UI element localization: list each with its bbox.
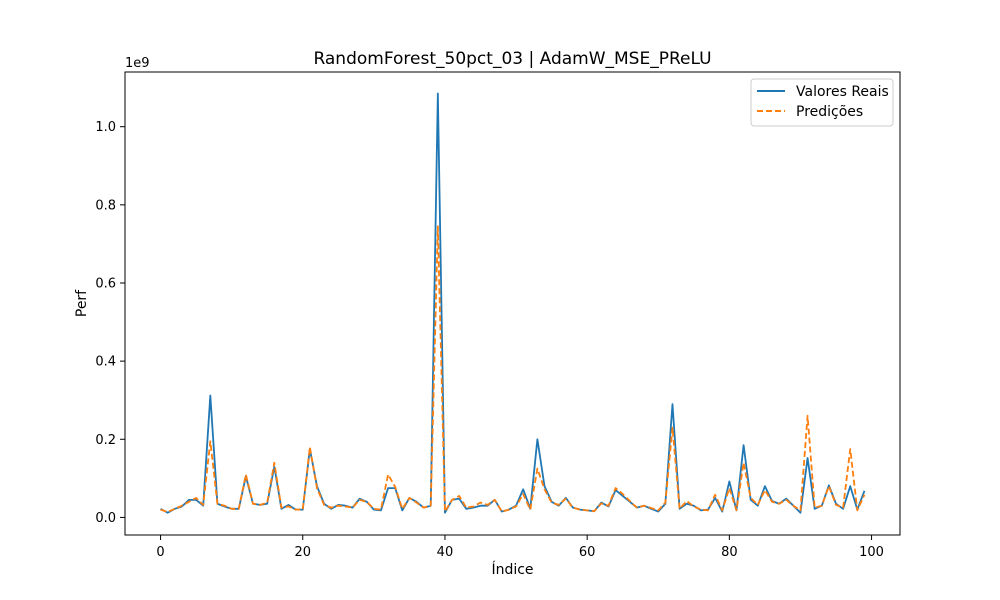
- y-tick-label: 0.2: [95, 433, 116, 448]
- legend-label-pred: Predições: [796, 104, 863, 120]
- x-tick-label: 20: [294, 545, 311, 560]
- x-tick-label: 60: [579, 545, 596, 560]
- x-tick-label: 0: [156, 545, 164, 560]
- x-axis: 0 20 40 60 80 100: [156, 535, 884, 560]
- x-tick-label: 80: [721, 545, 738, 560]
- y-tick-label: 0.8: [95, 198, 116, 213]
- y-tick-label: 0.6: [95, 276, 116, 291]
- y-tick-label: 0.0: [95, 511, 116, 526]
- x-axis-title: Índice: [491, 561, 533, 578]
- y-axis: 0.0 0.2 0.4 0.6 0.8 1.0: [95, 120, 125, 526]
- y-tick-label: 0.4: [95, 355, 116, 370]
- plot-area: [125, 72, 900, 535]
- legend: Valores Reais Predições: [750, 78, 894, 127]
- y-tick-label: 1.0: [95, 120, 116, 135]
- series-line-predicoes: [160, 225, 866, 513]
- chart-title: RandomForest_50pct_03 | AdamW_MSE_PReLU: [313, 49, 711, 69]
- legend-frame: [750, 78, 894, 127]
- x-tick-label: 100: [859, 545, 884, 560]
- legend-label-real: Valores Reais: [796, 84, 889, 100]
- y-offset-label: 1e9: [125, 56, 150, 71]
- plot-frame: [124, 71, 901, 536]
- x-tick-label: 40: [437, 545, 454, 560]
- series-layer: [160, 92, 866, 514]
- y-axis-title: Perf: [74, 289, 90, 317]
